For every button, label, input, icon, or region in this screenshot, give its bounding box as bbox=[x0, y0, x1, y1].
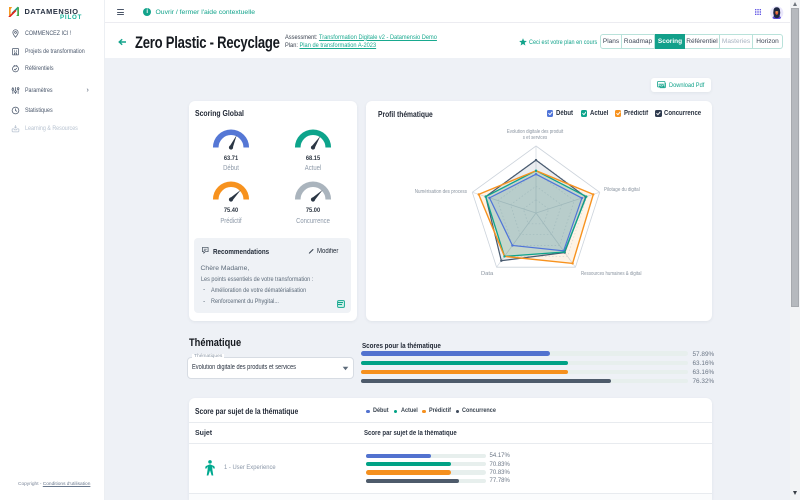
svg-text:PDF: PDF bbox=[658, 84, 664, 88]
